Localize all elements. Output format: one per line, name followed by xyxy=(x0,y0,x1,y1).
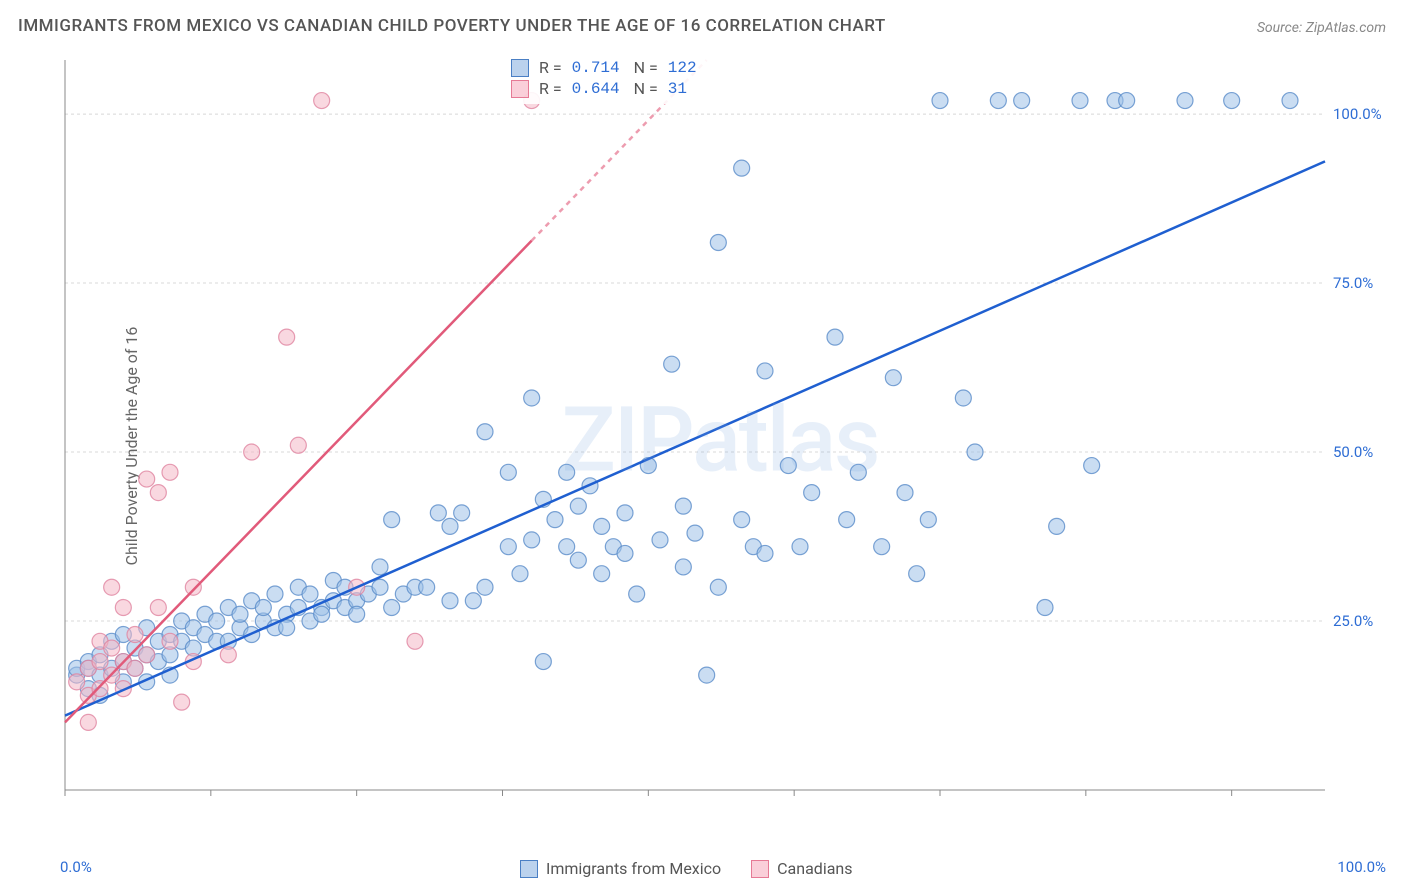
stat-n-label: N = xyxy=(634,79,658,98)
svg-text:75.0%: 75.0% xyxy=(1333,274,1373,292)
swatch-blue-icon xyxy=(511,59,529,77)
source-label: Source: ZipAtlas.com xyxy=(1257,20,1386,36)
legend-bottom: Immigrants from Mexico Canadians xyxy=(520,859,853,878)
svg-text:25.0%: 25.0% xyxy=(1333,612,1373,630)
stat-n-pink: 31 xyxy=(668,80,720,98)
stat-r-pink: 0.644 xyxy=(572,80,624,98)
chart-plot-area: 25.0%50.0%75.0%100.0% ZIPatlas xyxy=(55,50,1385,830)
stat-n-blue: 122 xyxy=(668,59,720,77)
chart-title: IMMIGRANTS FROM MEXICO VS CANADIAN CHILD… xyxy=(18,16,886,36)
stat-n-label: N = xyxy=(634,58,658,77)
svg-text:50.0%: 50.0% xyxy=(1333,443,1373,461)
swatch-pink-icon xyxy=(511,80,529,98)
correlation-stats-box: R = 0.714 N = 122 R = 0.644 N = 31 xyxy=(501,52,730,104)
x-axis-label-100: 100.0% xyxy=(1337,858,1386,876)
stat-r-label: R = xyxy=(539,79,562,98)
stats-row-blue: R = 0.714 N = 122 xyxy=(511,58,720,77)
legend-label-pink: Canadians xyxy=(777,859,852,878)
swatch-pink-icon xyxy=(751,860,769,878)
stat-r-blue: 0.714 xyxy=(572,59,624,77)
legend-item-pink: Canadians xyxy=(751,859,852,878)
svg-text:100.0%: 100.0% xyxy=(1333,105,1382,123)
stats-row-pink: R = 0.644 N = 31 xyxy=(511,79,720,98)
legend-label-blue: Immigrants from Mexico xyxy=(546,859,721,878)
swatch-blue-icon xyxy=(520,860,538,878)
chart-svg: 25.0% 50.0% 75.0% 100.0% xyxy=(55,50,1385,830)
x-axis-label-0: 0.0% xyxy=(60,858,92,876)
stat-r-label: R = xyxy=(539,58,562,77)
legend-item-blue: Immigrants from Mexico xyxy=(520,859,721,878)
